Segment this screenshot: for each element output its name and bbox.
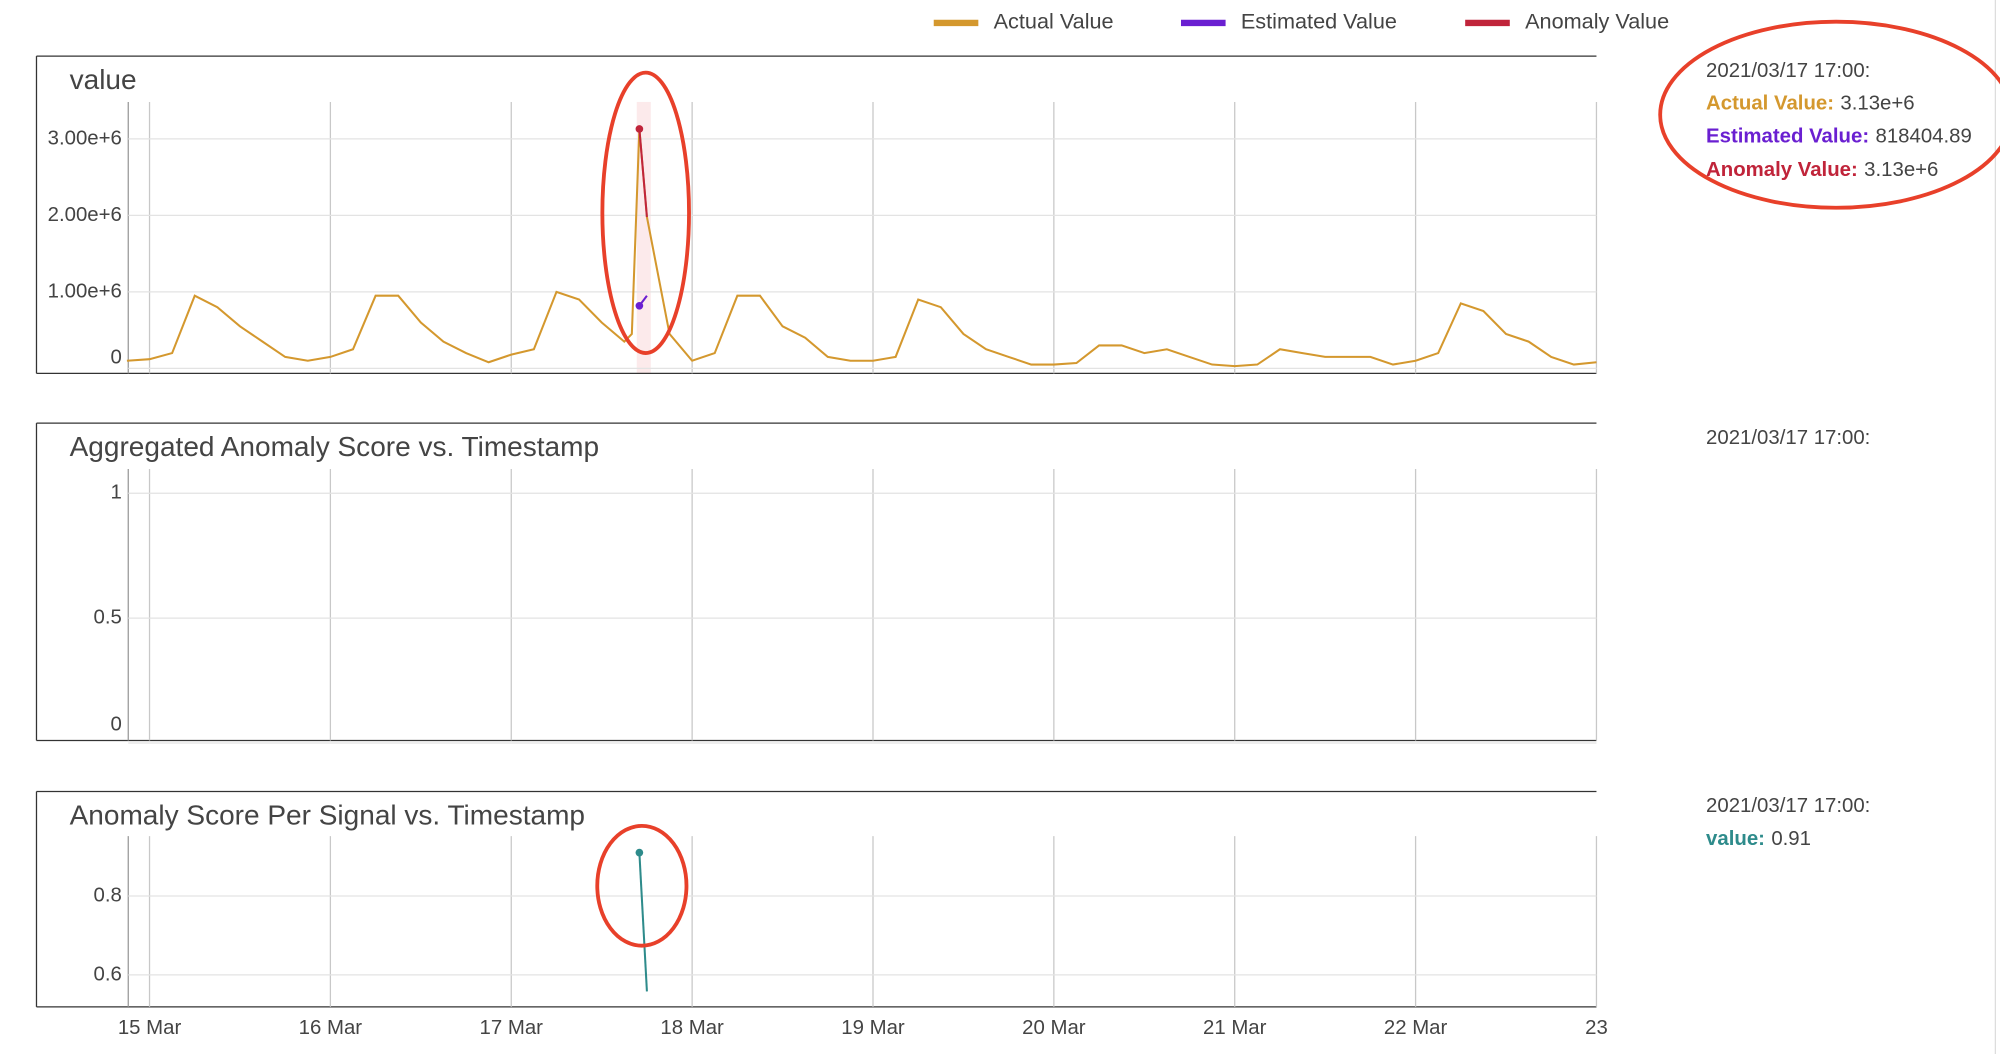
x-tick-label: 22 Mar [1384,1017,1448,1039]
y-tick-label: 0 [111,347,122,369]
x-tick-label: 23 [1585,1017,1608,1039]
tooltip-time: 2021/03/17 17:00: [1706,795,1870,817]
tooltip-item: Anomaly Value: 3.13e+6 [1706,159,1938,181]
y-tick-label: 0.5 [94,606,122,628]
tooltip-time: 2021/03/17 17:00: [1706,60,1870,82]
series-line [638,128,648,218]
tooltip-name: Estimated Value: [1706,126,1869,148]
x-tick-label: 16 Mar [299,1017,363,1039]
tooltip-value: 3.13e+6 [1864,159,1938,181]
x-tick-label: 15 Mar [118,1017,182,1039]
y-tick-label: 2.00e+6 [48,204,122,226]
y-tick-label: 0.6 [94,963,122,985]
tooltip-time: 2021/03/17 17:00: [1706,427,1870,449]
hover-point [635,301,644,310]
legend-label: Actual Value [994,9,1114,34]
hover-point [635,848,644,857]
tooltip-value: 3.13e+6 [1840,93,1914,115]
tooltip-value: 818404.89 [1876,126,1972,148]
tooltip-item: value: 0.91 [1706,828,1811,850]
hover-point [635,125,644,133]
y-tick-label: 0.8 [94,884,122,906]
y-tick-label: 3.00e+6 [48,127,122,149]
highlight-ellipse [595,823,689,948]
series-line [126,128,1597,368]
tooltip-item: Estimated Value: 818404.89 [1706,126,1972,148]
legend-label: Estimated Value [1241,9,1397,34]
tooltip-name: Anomaly Value: [1706,159,1858,181]
x-tick-label: 20 Mar [1022,1017,1086,1039]
plots: value 0 1.00e+6 2.00e+6 3.00e+6 2021/03/17 17… [35,9,1972,1039]
highlight-ellipse [600,70,691,355]
y-tick-label: 1 [111,482,122,504]
tooltip-item: Actual Value: 3.13e+6 [1706,93,1915,115]
x-tick-label: 18 Mar [660,1017,724,1039]
series-line [638,852,648,992]
chart-title: Aggregated Anomaly Score vs. Timestamp [70,431,599,462]
tooltip-name: Actual Value: [1706,93,1834,115]
tooltip-name: value: [1706,828,1765,850]
y-tick-label: 0 [111,714,122,736]
chart-title: Anomaly Score Per Signal vs. Timestamp [70,799,585,830]
x-tick-label: 21 Mar [1203,1017,1267,1039]
x-tick-label: 19 Mar [841,1017,905,1039]
highlight-ellipse [1658,19,2000,210]
x-tick-label: 17 Mar [480,1017,544,1039]
chart-title: value [70,64,137,95]
legend-label: Anomaly Value [1525,9,1669,34]
tooltip-value: 0.91 [1771,828,1811,850]
y-tick-label: 1.00e+6 [48,280,122,302]
annotations [595,19,2000,948]
